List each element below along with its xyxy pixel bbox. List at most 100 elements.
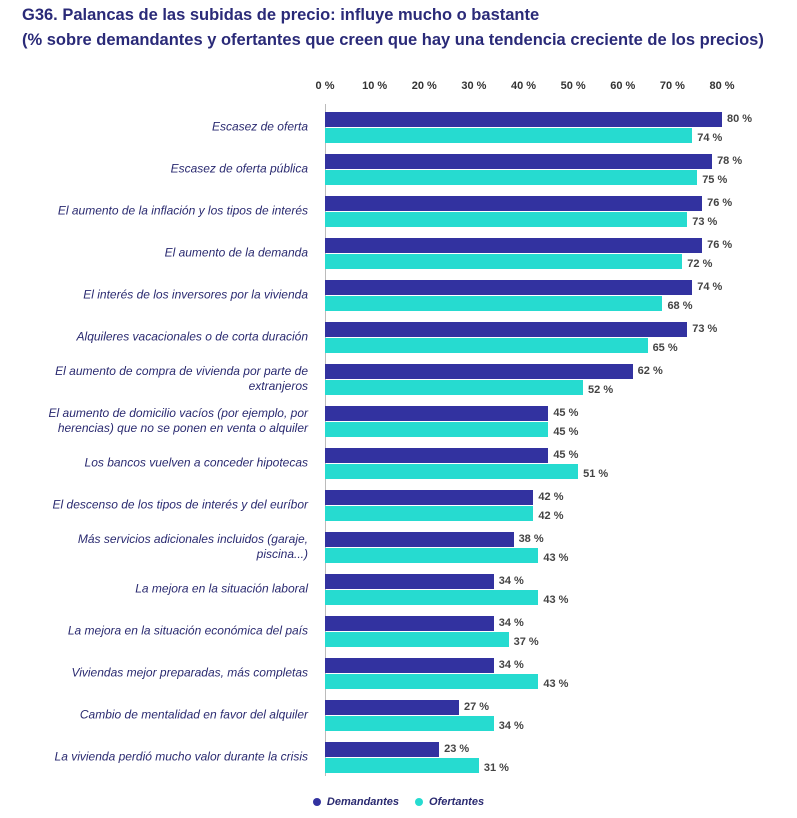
category-label: Escasez de oferta [211,119,308,134]
category-label: Alquileres vacacionales o de corta durac… [76,329,308,344]
value-label: 65 % [652,341,678,354]
value-label: 42 % [538,509,564,522]
bar [325,338,648,353]
bar [325,364,633,379]
x-tick-label: 40 % [510,80,537,92]
x-tick-label: 0 % [315,80,335,92]
value-label: 51 % [583,467,609,480]
legend-marker [312,798,321,806]
category-label: El aumento de domicilio vacíos (por ejem… [48,406,308,435]
category-label: El descenso de los tipos de interés y de… [52,497,308,512]
x-tick-label: 10 % [362,80,388,92]
value-label: 75 % [702,173,728,186]
value-label: 34 % [498,719,524,732]
value-label: 34 % [498,658,524,671]
category-label: Escasez de oferta pública [170,161,308,176]
bar [325,658,494,673]
category-label: Viviendas mejor preparadas, más completa… [71,665,308,680]
chart-subtitle: (% sobre demandantes y ofertantes que cr… [22,31,764,49]
bar [325,616,494,631]
bar [325,590,539,605]
value-label: 43 % [543,593,569,606]
value-label: 62 % [637,364,663,377]
bar [325,238,703,253]
value-label: 38 % [518,532,544,545]
bar [325,196,703,211]
bar [325,112,722,127]
bar [325,632,509,647]
axis-line [325,104,326,776]
x-tick-label: 50 % [560,80,586,92]
bar [325,574,494,589]
value-label: 27 % [463,700,490,713]
category-label: El aumento de la demanda [164,245,308,260]
category-label: El aumento de la inflación y los tipos d… [57,203,308,218]
value-label: 74 % [697,131,723,144]
legend: Demandantes Ofertantes [0,796,797,808]
value-label: 45 % [553,448,579,461]
bar [325,674,539,689]
bar [325,406,549,421]
legend-item: Ofertantes [415,796,484,808]
bar [325,716,494,731]
bar [325,548,539,563]
value-label: 73 % [692,215,718,228]
value-label: 68 % [667,299,693,312]
bar [325,742,440,757]
bar [325,380,584,395]
bar [325,700,459,715]
value-label: 52 % [588,383,614,396]
bar [325,532,514,547]
value-label: 76 % [707,196,733,209]
value-label: 72 % [687,257,713,270]
bar [325,212,688,227]
value-label: 76 % [707,238,733,251]
value-label: 80 % [727,112,753,125]
legend-item: Demandantes [312,796,400,808]
value-label: 42 % [538,490,564,503]
x-tick-label: 30 % [461,80,487,92]
bar [325,464,579,479]
value-label: 45 % [553,406,579,419]
value-label: 73 % [692,322,718,335]
chart-title: G36. Palancas de las subidas de precio: … [22,6,540,24]
value-label: 45 % [553,425,579,438]
value-label: 34 % [498,574,524,587]
bar [325,154,713,169]
bar [325,280,693,295]
bar [325,322,688,337]
category-label: La vivienda perdió mucho valor durante l… [54,749,308,764]
x-tick-label: 20 % [411,80,437,92]
category-label: La mejora en la situación económica del … [67,623,308,638]
category-label: Más servicios adicionales incluidos (gar… [77,532,308,561]
category-label: El interés de los inversores por la vivi… [83,287,308,302]
value-label: 31 % [483,761,509,774]
bar [325,254,683,269]
bar [325,170,698,185]
category-label: El aumento de compra de vivienda por par… [55,364,308,393]
value-label: 34 % [498,616,524,629]
category-label: Los bancos vuelven a conceder hipotecas [84,455,308,470]
bar [325,758,479,773]
bar [325,506,534,521]
bar [325,128,693,143]
value-label: 43 % [543,677,569,690]
category-label: Cambio de mentalidad en favor del alquil… [79,707,308,722]
value-label: 23 % [444,742,470,755]
bar [325,422,549,437]
legend-label: Ofertantes [429,796,485,808]
category-label: La mejora en la situación laboral [135,581,308,596]
value-label: 43 % [543,551,569,564]
value-label: 78 % [717,154,743,167]
bar [325,448,549,463]
bar [325,490,534,505]
legend-label: Demandantes [326,796,400,808]
x-tick-label: 70 % [659,80,685,92]
legend-marker [415,798,424,806]
x-tick-label: 60 % [610,80,636,92]
x-tick-label: 80 % [709,80,735,92]
bar [325,296,663,311]
value-label: 74 % [697,280,723,293]
value-label: 37 % [513,635,539,648]
